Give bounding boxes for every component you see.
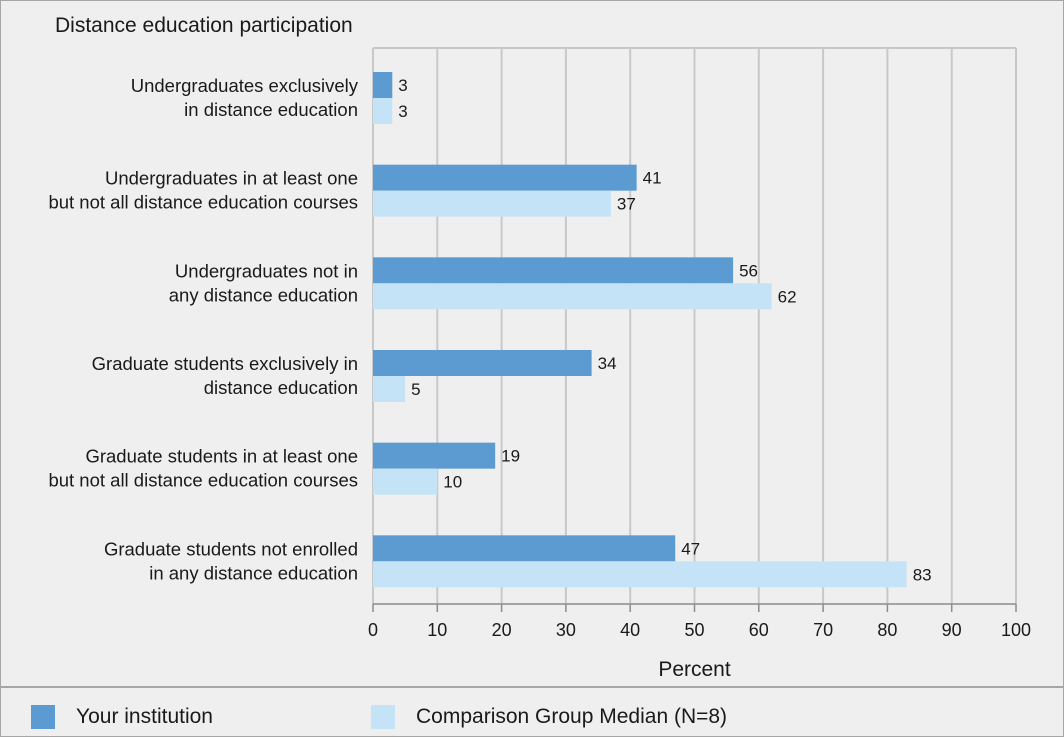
- category-label-0-line-1: in distance education: [184, 99, 358, 120]
- data-label-series-1-cat-0: 3: [398, 102, 407, 121]
- bar-series-1-cat-4: [373, 468, 438, 495]
- bar-series-0-cat-3: [373, 350, 592, 376]
- chart-title: Distance education participation: [55, 14, 353, 37]
- x-tick-label-100: 100: [1001, 620, 1031, 640]
- data-label-series-0-cat-2: 56: [739, 261, 758, 280]
- legend-item-your-institution: Your institution: [31, 703, 213, 731]
- bar-series-1-cat-5: [373, 561, 907, 588]
- category-label-1-line-1: but not all distance education courses: [48, 192, 358, 213]
- bar-series-1-cat-0: [373, 98, 393, 124]
- category-label-2-line-0: Undergraduates not in: [175, 260, 358, 281]
- category-label-3-line-1: distance education: [204, 377, 358, 398]
- legend-divider: [1, 686, 1064, 688]
- category-label-0-line-0: Undergraduates exclusively: [131, 75, 359, 96]
- x-tick-label-50: 50: [684, 620, 704, 640]
- legend-label-comparison-group-median: Comparison Group Median (N=8): [416, 705, 728, 728]
- data-label-series-1-cat-3: 5: [411, 380, 420, 399]
- legend-label-your-institution: Your institution: [76, 705, 213, 728]
- x-axis-title: Percent: [658, 658, 731, 681]
- bar-series-0-cat-1: [373, 164, 637, 191]
- category-label-4-line-1: but not all distance education courses: [48, 470, 358, 491]
- legend-item-comparison-group-median: Comparison Group Median (N=8): [371, 703, 727, 731]
- data-label-series-1-cat-4: 10: [443, 473, 462, 492]
- data-label-series-1-cat-5: 83: [913, 565, 932, 584]
- bar-series-1-cat-2: [373, 283, 772, 310]
- legend-swatch-comparison-group-median: [371, 705, 395, 729]
- category-label-2-line-1: any distance education: [169, 284, 358, 305]
- data-label-series-0-cat-3: 34: [598, 354, 617, 373]
- x-tick-label-10: 10: [427, 620, 447, 640]
- data-label-series-0-cat-4: 19: [501, 447, 520, 466]
- x-tick-label-70: 70: [813, 620, 833, 640]
- x-tick-label-90: 90: [942, 620, 962, 640]
- bar-series-0-cat-4: [373, 442, 496, 469]
- legend-swatch-your-institution: [31, 705, 55, 729]
- bar-chart: 0 10 20 30 40 50 60 70 80 90 100 Percent 3 3 Undergrad…: [48, 47, 1031, 681]
- x-tick-label-30: 30: [556, 620, 576, 640]
- x-tick-label-0: 0: [368, 620, 378, 640]
- category-label-5-line-0: Graduate students not enrolled: [104, 538, 358, 559]
- x-tick-label-60: 60: [749, 620, 769, 640]
- bar-series-1-cat-1: [373, 190, 611, 217]
- data-label-series-1-cat-2: 62: [778, 287, 797, 306]
- category-label-1-line-0: Undergraduates in at least one: [105, 168, 358, 189]
- category-label-4-line-0: Graduate students in at least one: [85, 446, 358, 467]
- bar-series-0-cat-0: [373, 72, 393, 98]
- category-label-3-line-0: Graduate students exclusively in: [92, 353, 358, 374]
- data-label-series-0-cat-0: 3: [398, 76, 407, 95]
- data-label-series-1-cat-1: 37: [617, 195, 636, 214]
- data-label-series-0-cat-1: 41: [643, 169, 662, 188]
- x-tick-label-80: 80: [877, 620, 897, 640]
- bar-series-1-cat-3: [373, 376, 406, 402]
- x-tick-label-20: 20: [492, 620, 512, 640]
- bar-series-0-cat-2: [373, 257, 734, 284]
- data-label-series-0-cat-5: 47: [681, 539, 700, 558]
- bar-series-0-cat-5: [373, 535, 676, 562]
- category-label-5-line-1: in any distance education: [149, 562, 358, 583]
- x-tick-label-40: 40: [620, 620, 640, 640]
